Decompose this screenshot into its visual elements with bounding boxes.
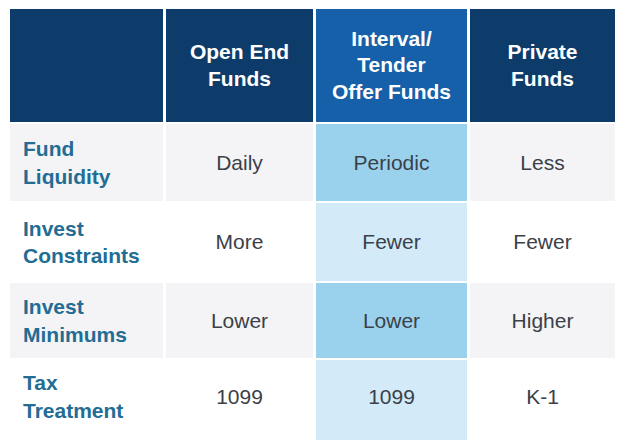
cell-tax-treatment-private: K-1 bbox=[470, 360, 615, 433]
cell-invest-minimums-private: Higher bbox=[470, 283, 615, 358]
cell-invest-constraints-interval: Fewer bbox=[316, 203, 467, 281]
comparison-table-page: Open End Funds Interval/ Tender Offer Fu… bbox=[0, 0, 629, 447]
row-label-invest-minimums: Invest Minimums bbox=[10, 283, 163, 358]
highlight-column-bottom-tab bbox=[316, 433, 467, 440]
column-header-open-end-funds: Open End Funds bbox=[166, 9, 313, 122]
column-header-interval-tender-offer-funds: Interval/ Tender Offer Funds bbox=[316, 9, 467, 122]
row-label-invest-constraints: Invest Constraints bbox=[10, 203, 163, 281]
cell-tax-treatment-open-end: 1099 bbox=[166, 360, 313, 433]
cell-invest-constraints-open-end: More bbox=[166, 203, 313, 281]
cell-invest-constraints-private: Fewer bbox=[470, 203, 615, 281]
cell-fund-liquidity-private: Less bbox=[470, 124, 615, 201]
cell-invest-minimums-open-end: Lower bbox=[166, 283, 313, 358]
fund-comparison-table: Open End Funds Interval/ Tender Offer Fu… bbox=[10, 9, 615, 433]
cell-fund-liquidity-open-end: Daily bbox=[166, 124, 313, 201]
cell-invest-minimums-interval: Lower bbox=[316, 283, 467, 358]
table-corner-cell bbox=[10, 9, 163, 122]
row-label-tax-treatment: Tax Treatment bbox=[10, 360, 163, 433]
cell-tax-treatment-interval: 1099 bbox=[316, 360, 467, 433]
column-header-private-funds: Private Funds bbox=[470, 9, 615, 122]
cell-fund-liquidity-interval: Periodic bbox=[316, 124, 467, 201]
row-label-fund-liquidity: Fund Liquidity bbox=[10, 124, 163, 201]
